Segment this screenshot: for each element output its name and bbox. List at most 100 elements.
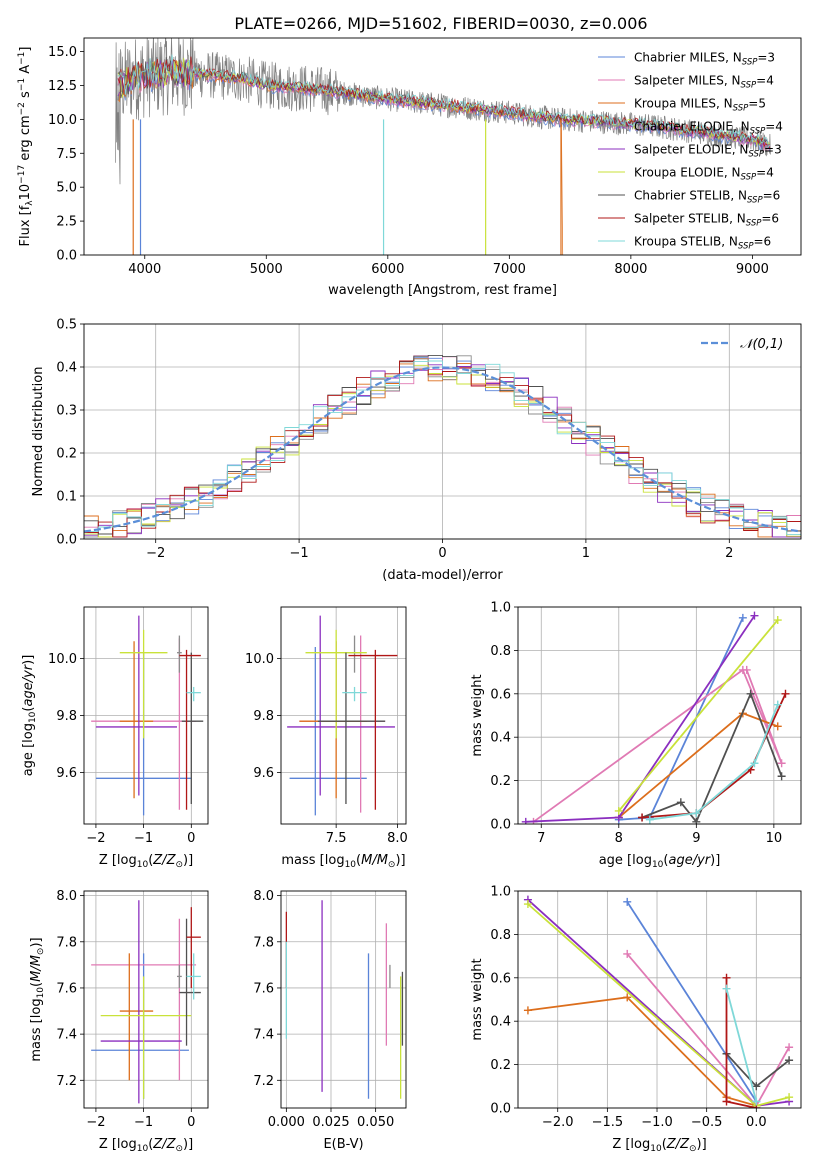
y-axis-label: Flux [fλ10−17 erg cm−2 s−1 A−1] <box>17 47 35 247</box>
y-tick-label: 0.4 <box>56 361 77 376</box>
panel-mass-weight-vs-age: 7 8 9 10 0.0 0.2 0.4 0.6 0.8 1.0 age [log10(age/yr… <box>470 601 802 870</box>
x-tick-label: 5000 <box>250 262 283 277</box>
plot-area <box>91 900 201 1104</box>
y-axis-label: Normed distribution <box>31 367 46 497</box>
x-tick-label: −1.5 <box>592 1115 624 1130</box>
mass-weight-marker <box>777 759 786 768</box>
axes-frame <box>517 890 802 1109</box>
y-tick-label: 10.0 <box>48 113 77 128</box>
panel-age-vs-z: −2 −1 0 9.6 9.8 10.0 Z [log10(Z/Z⊙)] age [log10… <box>21 606 209 870</box>
mass-weight-line <box>525 615 756 823</box>
x-axis-label: age [log10(age/yr)] <box>599 853 721 870</box>
axes-frame <box>83 323 802 540</box>
mass-weight-marker <box>722 984 731 993</box>
y-tick-label: 0.2 <box>490 774 511 789</box>
x-tick-label: 1 <box>582 546 590 561</box>
mass-weight-line <box>626 901 758 1102</box>
model-spectrum <box>117 57 771 148</box>
x-axis-label: Z [log10(Z/Z⊙)] <box>99 853 193 870</box>
mass-weight-marker <box>645 815 654 824</box>
y-tick-label: 9.8 <box>253 709 274 724</box>
y-tick-label: 0.8 <box>490 928 511 943</box>
mass-weight-marker <box>781 689 790 698</box>
y-tick-label: 0.4 <box>490 1015 511 1030</box>
mass-weight-marker <box>523 900 532 909</box>
y-tick-label: 10.0 <box>48 652 77 667</box>
mass-weight-marker <box>692 809 701 818</box>
x-tick-label: −1.0 <box>641 1115 673 1130</box>
x-axis-label: wavelength [Angstrom, rest frame] <box>328 283 557 298</box>
y-axis-label: mass weight <box>470 958 485 1040</box>
axes-frame <box>83 37 802 256</box>
legend-label: 𝒩(0,1) <box>740 337 783 352</box>
legend: Chabrier MILES, NSSP=3 Salpeter MILES, NS… <box>598 51 783 252</box>
y-tick-label: 0.1 <box>56 490 77 505</box>
y-tick-label: 0.2 <box>56 447 77 462</box>
residual-histogram <box>84 355 801 538</box>
residual-histogram <box>84 360 801 538</box>
mass-weight-marker <box>777 772 786 781</box>
panel-spectrum: 4000 5000 6000 7000 8000 9000 0.0 2.5 5.0 7.5 10.0… <box>17 37 802 298</box>
plot-area <box>287 615 398 816</box>
mass-weight-marker <box>773 700 782 709</box>
x-tick-label: 0 <box>438 546 446 561</box>
x-tick-label: −1 <box>134 1115 153 1130</box>
x-tick-label: 7 <box>537 831 545 846</box>
x-tick-label: 7000 <box>493 262 526 277</box>
panel-mass-weight-vs-z: −2.0 −1.5 −1.0 −0.5 0.0 0.0 0.2 0.4 0.6 0.8 1.0 Z [… <box>470 885 802 1154</box>
plot-area <box>523 895 794 1108</box>
y-tick-label: 0.5 <box>56 318 77 333</box>
y-tick-label: 8.0 <box>56 889 77 904</box>
x-tick-label: 8.0 <box>387 831 408 846</box>
y-tick-label: 0.2 <box>490 1058 511 1073</box>
plot-area <box>521 611 790 824</box>
mass-weight-line <box>642 693 787 819</box>
mass-weight-marker <box>623 993 632 1002</box>
y-tick-label: 7.4 <box>253 1028 274 1043</box>
mass-weight-marker <box>623 897 632 906</box>
y-tick-label: 2.5 <box>56 215 77 230</box>
mass-weight-marker <box>750 759 759 768</box>
plot-area <box>115 38 771 255</box>
x-tick-label: 4000 <box>128 262 161 277</box>
panel-age-vs-mass: 7.5 8.0 9.6 9.8 10.0 mass [log10(M/M⊙)] <box>245 606 408 870</box>
x-tick-label: 10 <box>766 831 783 846</box>
x-tick-label: −1 <box>134 831 153 846</box>
mass-weight-marker <box>521 817 530 824</box>
mass-weight-marker <box>722 973 731 982</box>
y-tick-label: 7.6 <box>56 981 77 996</box>
residual-histogram <box>84 360 801 535</box>
axes-frame <box>517 606 802 825</box>
mass-weight-line <box>618 619 779 812</box>
y-tick-label: 7.4 <box>56 1028 77 1043</box>
y-axis-label: mass [log10(M/M⊙)] <box>29 937 46 1061</box>
y-axis-label: age [log10(age/yr)] <box>21 655 38 777</box>
x-tick-label: 0.0 <box>746 1115 767 1130</box>
normal-reference-curve <box>84 366 801 533</box>
y-tick-label: 7.8 <box>56 935 77 950</box>
x-tick-label: −2 <box>86 831 105 846</box>
mass-weight-marker <box>785 1043 794 1052</box>
x-tick-label: 8 <box>615 831 623 846</box>
x-axis-label: (data-model)/error <box>382 568 503 583</box>
mass-weight-marker <box>773 616 782 625</box>
mass-weight-marker <box>773 722 782 731</box>
panel-mass-vs-e-b-v-: 0.000 0.025 0.050 7.2 7.4 7.6 7.8 8.0 E(B-V) <box>253 889 407 1152</box>
legend-label: Salpeter MILES, NSSP=4 <box>634 74 774 91</box>
axes-frame <box>280 890 407 1109</box>
legend-label: Chabrier ELODIE, NSSP=4 <box>634 120 783 137</box>
mass-weight-marker <box>785 1056 794 1065</box>
axes-frame <box>83 606 209 825</box>
mass-weight-marker <box>523 1006 532 1015</box>
mass-weight-marker <box>750 611 759 620</box>
y-tick-label: 7.2 <box>253 1074 274 1089</box>
y-tick-label: 0.6 <box>490 687 511 702</box>
y-tick-label: 0.4 <box>490 731 511 746</box>
panel-residual-histogram: −2 −1 0 1 2 0.0 0.1 0.2 0.3 0.4 0.5 𝒩(0,1) (data-mod… <box>31 318 802 583</box>
y-tick-label: 5.0 <box>56 181 77 196</box>
mass-weight-marker <box>752 1097 761 1106</box>
y-tick-label: 0.0 <box>56 249 77 264</box>
legend-label: Salpeter ELODIE, NSSP=3 <box>634 143 782 160</box>
mass-weight-marker <box>614 806 623 815</box>
